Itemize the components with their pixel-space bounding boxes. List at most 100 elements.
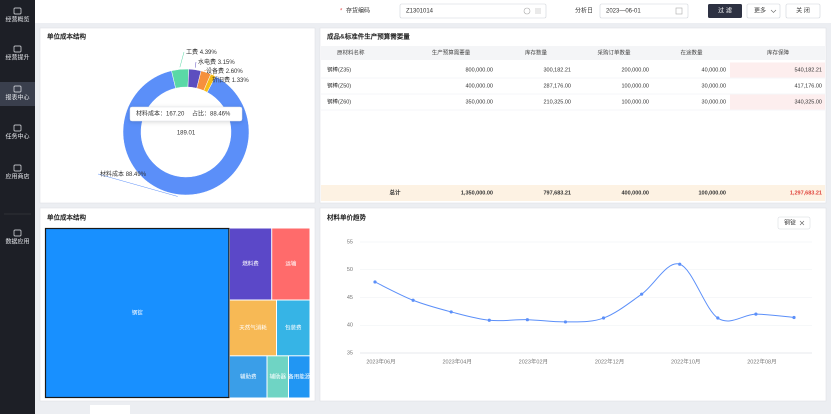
- filter-button[interactable]: [708, 4, 742, 18]
- panel-title: 单位成本结构: [47, 213, 87, 222]
- treemap-cell: [267, 356, 289, 398]
- date-input[interactable]: [599, 3, 689, 19]
- table-cell: 287,176.00: [543, 83, 571, 89]
- series-tag[interactable]: [777, 216, 811, 230]
- total-cell: 400,000.00: [621, 190, 649, 196]
- point: [563, 320, 568, 324]
- required-mark: *: [340, 9, 343, 15]
- slice-value: 88.49%: [126, 172, 147, 178]
- code-label: 存货编码: [346, 7, 370, 15]
- treemap-label: 包装费: [285, 323, 302, 331]
- total-cell: 总计: [389, 188, 401, 196]
- total-cell: 797,683.21: [543, 190, 571, 196]
- point: [678, 262, 682, 266]
- more-button[interactable]: [746, 3, 781, 19]
- total-cell: 100,000.00: [698, 190, 726, 196]
- y-tick-label: 35: [347, 350, 353, 356]
- column-header: 库存数量: [525, 48, 548, 56]
- column-header: 在途数量: [680, 48, 703, 56]
- date-value[interactable]: 2023—06-01: [606, 9, 641, 15]
- sidebar-item[interactable]: 经营提升: [5, 54, 29, 62]
- x-tick-label: 2022年12月: [595, 357, 624, 365]
- panel-title: 成品&标准件生产预算需要量: [327, 32, 410, 41]
- sidebar-icon: [13, 85, 22, 93]
- x-tick-label: 2023年02月: [519, 357, 548, 365]
- column-header: 库存保障: [767, 48, 790, 56]
- x-tick-label: 2022年08月: [747, 357, 776, 365]
- warning-cell: [730, 94, 825, 110]
- y-tick-label: 55: [347, 239, 353, 245]
- tooltip-text: 占比：88.46%: [192, 110, 231, 118]
- sidebar-item[interactable]: 报表中心: [5, 94, 29, 102]
- table-cell: 200,000.00: [621, 67, 649, 73]
- sidebar-icon: [13, 7, 22, 15]
- slice-label: 工费 4.39%: [186, 48, 217, 56]
- table-cell: 30,000.00: [702, 83, 726, 89]
- point: [601, 316, 606, 320]
- sidebar-item[interactable]: 数据应用: [5, 238, 29, 246]
- table-cell: 400,000.00: [465, 83, 493, 89]
- close-button-label[interactable]: 关 闭: [796, 7, 810, 15]
- table-cell: 钢棒(Z35): [327, 65, 351, 73]
- table-cell: 210,325.00: [543, 99, 571, 105]
- treemap-cell: [229, 356, 267, 398]
- x-tick-label: 2023年04月: [443, 357, 472, 365]
- x-tick-label: 2023年06月: [366, 357, 395, 365]
- table-header: [321, 46, 825, 60]
- slice-name: 设备费: [206, 67, 224, 75]
- code-input[interactable]: [399, 3, 547, 19]
- table-cell: 300,182.21: [543, 67, 571, 73]
- donut-slice: [203, 73, 216, 93]
- slice-label: 设备费 2.60%: [206, 67, 243, 75]
- more-button-label[interactable]: 更多: [754, 7, 766, 15]
- table-cell: 350,000.00: [465, 99, 493, 105]
- point: [716, 316, 720, 320]
- sidebar-item[interactable]: 经营概览: [5, 16, 29, 24]
- filter-button-label[interactable]: 过 滤: [718, 7, 732, 15]
- tag-close[interactable]: [799, 220, 805, 226]
- leader-line: [209, 73, 215, 81]
- total-row: [321, 185, 825, 201]
- treemap-label: 燃料费: [242, 259, 259, 267]
- sidebar-item[interactable]: 应用商店: [5, 173, 29, 181]
- treemap-cell: [229, 300, 277, 356]
- point: [487, 318, 491, 322]
- slice-label: 水电费 3.15%: [198, 58, 235, 66]
- sidebar: [0, 0, 35, 414]
- slice-name: 水电费: [198, 58, 216, 66]
- treemap-cell: [272, 228, 310, 300]
- treemap-label: 辅助器: [269, 372, 286, 380]
- clear-icon[interactable]: [523, 7, 531, 15]
- treemap-cell: [289, 356, 310, 398]
- treemap-label: 天然气消耗: [239, 323, 267, 331]
- close-button[interactable]: [785, 3, 821, 19]
- sidebar-icon: [13, 45, 22, 53]
- series-tag-label[interactable]: 钢锭: [784, 219, 796, 227]
- panel-title: 材料单价趋势: [326, 213, 367, 222]
- code-value[interactable]: Z1301014: [406, 9, 434, 15]
- dropdown-icon[interactable]: [770, 9, 777, 13]
- treemap-label: 辅助费: [240, 372, 257, 380]
- slice-name: 折旧费: [212, 76, 230, 84]
- line: [374, 263, 795, 323]
- donut-slice: [122, 70, 250, 196]
- treemap-cell: [277, 300, 310, 356]
- table-cell: 417,176.00: [794, 83, 822, 89]
- point: [754, 312, 758, 316]
- calendar-icon[interactable]: [675, 7, 683, 15]
- treemap-cell: [229, 228, 272, 300]
- slice-value: 2.60%: [226, 69, 244, 75]
- table-cell: 540,182.21: [794, 67, 822, 73]
- panel: [319, 207, 827, 402]
- treemap-label: 运输: [285, 259, 297, 267]
- table-cell: 340,325.00: [794, 99, 822, 105]
- column-header: 采购订单数量: [597, 48, 631, 56]
- sidebar-item[interactable]: 任务中心: [5, 133, 29, 141]
- list-icon[interactable]: [535, 8, 541, 14]
- tooltip-text: 材料成本：167.20: [136, 110, 185, 118]
- point: [373, 280, 377, 284]
- slice-label: 材料成本 88.49%: [100, 170, 147, 178]
- total-cell: 1,297,683.21: [790, 190, 822, 196]
- leader-line: [179, 51, 185, 68]
